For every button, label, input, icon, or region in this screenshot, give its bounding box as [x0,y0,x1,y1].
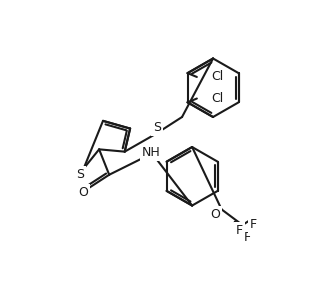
Text: F: F [244,232,251,244]
Text: O: O [78,186,88,199]
Text: Cl: Cl [211,92,223,105]
Text: S: S [76,168,84,181]
Text: NH: NH [142,146,160,159]
Text: S: S [153,121,161,134]
Text: F: F [236,224,243,237]
Text: O: O [211,208,220,221]
Text: F: F [250,218,257,231]
Text: Cl: Cl [211,70,223,83]
